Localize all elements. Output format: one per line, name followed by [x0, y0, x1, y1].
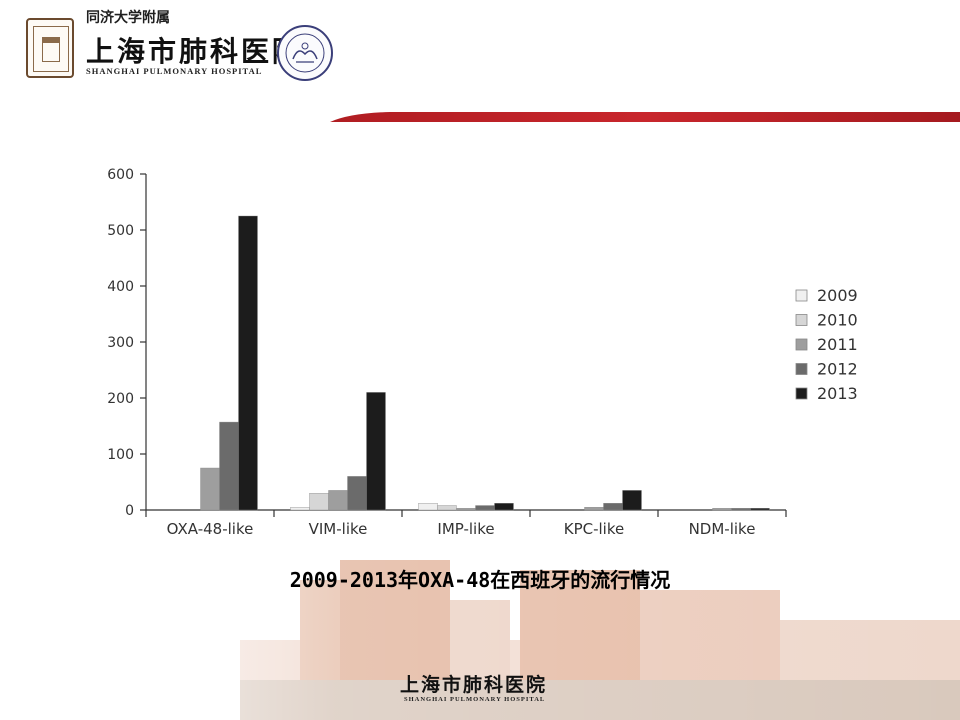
bar-2012-IMP-like: [475, 505, 495, 511]
y-axis: 0 100 200 300 400 500 600: [107, 167, 147, 519]
bar-2011-VIM-like: [328, 490, 348, 511]
x-tick-label-2: IMP-like: [437, 520, 494, 538]
bar-2013-IMP-like: [494, 503, 514, 511]
bar-2009-VIM-like: [290, 507, 310, 511]
legend-label-2010: 2010: [817, 311, 858, 330]
legend-label-2012: 2012: [817, 360, 858, 379]
accent-band: [330, 112, 960, 122]
x-tick-label-0: OXA-48-like: [167, 520, 254, 538]
hospital-emblem-icon: [26, 18, 74, 78]
y-tick-label-5: 500: [107, 223, 134, 239]
bar-2009-IMP-like: [418, 503, 438, 511]
y-tick-label-4: 400: [107, 279, 134, 295]
footer-hospital-name-en: SHANGHAI PULMONARY HOSPITAL: [404, 696, 546, 703]
bar-2012-OXA-48-like: [219, 421, 239, 511]
legend-label-2011: 2011: [817, 335, 858, 354]
bar-2012-VIM-like: [347, 476, 367, 511]
bar-2010-VIM-like: [309, 493, 329, 511]
x-tick-label-1: VIM-like: [309, 520, 368, 538]
bar-2013-KPC-like: [622, 490, 642, 511]
y-tick-label-0: 0: [125, 503, 134, 519]
legend-label-2009: 2009: [817, 286, 858, 305]
footer-hospital-name-cn: 上海市肺科医院: [400, 674, 548, 696]
legend-swatch-2010: [795, 314, 808, 326]
legend-swatch-2013: [795, 387, 808, 400]
bar-series: [200, 215, 770, 511]
chart-legend: 2009 2010 2011 2012 2013: [795, 286, 858, 403]
header: 同济大学附属 上海市肺科医院 SHANGHAI PULMONARY HOSPIT…: [0, 0, 960, 122]
legend-swatch-2011: [795, 338, 808, 351]
x-tick-label-3: KPC-like: [564, 520, 624, 538]
y-tick-label-1: 100: [107, 447, 134, 463]
bar-2011-KPC-like: [584, 507, 604, 511]
bar-2011-NDM-like: [712, 508, 732, 511]
bar-2011-IMP-like: [456, 508, 476, 511]
bar-2012-KPC-like: [603, 503, 623, 511]
x-tick-label-4: NDM-like: [689, 520, 756, 538]
hospital-name-cn: 上海市肺科医院: [86, 35, 304, 68]
footer-logo: 上海市肺科医院 SHANGHAI PULMONARY HOSPITAL: [400, 670, 570, 710]
legend-swatch-2012: [795, 363, 808, 375]
university-seal-icon: [277, 25, 333, 81]
bar-2010-IMP-like: [437, 505, 457, 511]
bar-2013-NDM-like: [750, 508, 770, 511]
bar-2012-NDM-like: [731, 508, 751, 511]
bar-2013-VIM-like: [366, 392, 386, 511]
chart-caption: 2009-2013年OXA-48在西班牙的流行情况: [289, 568, 671, 592]
y-tick-label-3: 300: [107, 335, 134, 351]
bar-2011-OXA-48-like: [200, 467, 220, 511]
hospital-name-en: SHANGHAI PULMONARY HOSPITAL: [86, 66, 263, 76]
legend-swatch-2009: [795, 289, 808, 302]
legend-label-2013: 2013: [817, 384, 858, 403]
bar-chart: 0 100 200 300 400 500 600 OXA-48-like VIM-like I…: [107, 167, 858, 538]
y-tick-label-2: 200: [107, 391, 134, 407]
x-axis: OXA-48-like VIM-like IMP-like KPC-like NDM-l…: [145, 509, 787, 538]
y-tick-label-6: 600: [107, 167, 134, 183]
bar-2013-OXA-48-like: [238, 215, 258, 511]
campus-background-image: [0, 560, 960, 720]
affiliation-text: 同济大学附属: [86, 10, 170, 26]
